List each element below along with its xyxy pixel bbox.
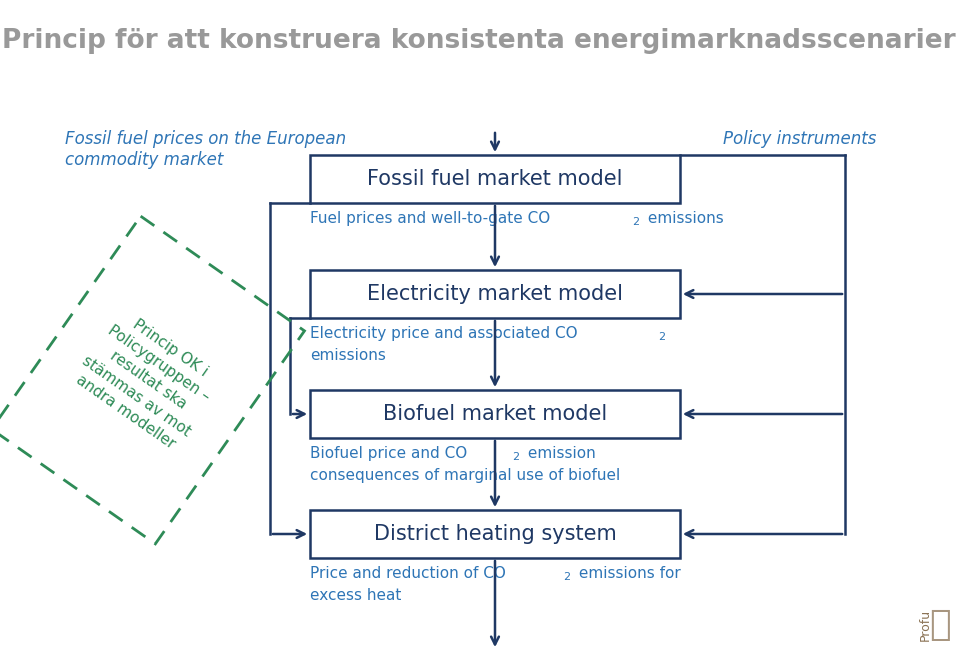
Text: Electricity market model: Electricity market model (367, 284, 623, 304)
Bar (310, 390, 680, 438)
Text: Profu: Profu (919, 609, 931, 641)
Text: Electricity price and associated CO: Electricity price and associated CO (310, 326, 577, 341)
Text: Biofuel market model: Biofuel market model (383, 404, 607, 424)
Text: Fuel prices and well-to-gate CO: Fuel prices and well-to-gate CO (310, 211, 550, 226)
Text: 🌳: 🌳 (929, 608, 950, 642)
Text: Fossil fuel prices on the European
commodity market: Fossil fuel prices on the European commo… (65, 130, 346, 169)
Text: emission: emission (523, 446, 596, 461)
Text: Princip för att konstruera konsistenta energimarknadsscenarier: Princip för att konstruera konsistenta e… (2, 28, 956, 54)
Text: excess heat: excess heat (310, 588, 402, 603)
Text: 2: 2 (512, 452, 519, 462)
Text: 2: 2 (563, 572, 570, 582)
Text: 2: 2 (658, 332, 666, 342)
Bar (310, 510, 680, 558)
Text: Princip OK i
Policygruppen –
resultat ska
stämmas av mot
andra modeller: Princip OK i Policygruppen – resultat sk… (68, 305, 228, 456)
Text: 2: 2 (632, 217, 639, 227)
Bar (310, 155, 680, 203)
Text: Policy instruments: Policy instruments (723, 130, 877, 148)
Text: emissions: emissions (643, 211, 724, 226)
Text: emissions for: emissions for (574, 566, 681, 581)
Text: Fossil fuel market model: Fossil fuel market model (367, 169, 622, 189)
Text: emissions: emissions (310, 348, 386, 363)
Text: consequences of marginal use of biofuel: consequences of marginal use of biofuel (310, 468, 620, 483)
Text: Price and reduction of CO: Price and reduction of CO (310, 566, 506, 581)
Text: District heating system: District heating system (374, 524, 617, 544)
Bar (310, 270, 680, 318)
Text: Biofuel price and CO: Biofuel price and CO (310, 446, 467, 461)
